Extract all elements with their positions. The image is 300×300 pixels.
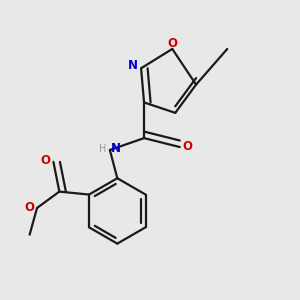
Text: O: O: [41, 154, 51, 167]
Text: O: O: [24, 202, 34, 214]
Text: N: N: [111, 142, 121, 155]
Text: O: O: [167, 37, 177, 50]
Text: N: N: [128, 59, 138, 72]
Text: O: O: [182, 140, 192, 153]
Text: H: H: [99, 143, 106, 154]
